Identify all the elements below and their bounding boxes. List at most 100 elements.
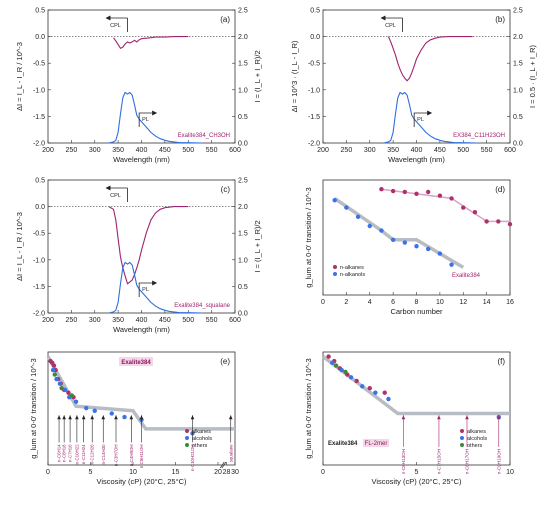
sample-label-bg xyxy=(119,357,153,366)
data-point xyxy=(343,369,348,375)
x-tick-label: 450 xyxy=(434,147,446,154)
panel-label: (c) xyxy=(221,185,231,194)
data-point xyxy=(461,205,466,210)
data-point xyxy=(367,385,372,391)
legend-marker xyxy=(185,436,189,440)
y2-tick-label: 2.5 xyxy=(513,8,523,15)
x-tick-label: 0 xyxy=(321,299,325,306)
x-tick-label: 500 xyxy=(182,147,194,154)
y-tick-label: -1.0 xyxy=(33,87,45,94)
y-tick-label: 0.0 xyxy=(310,34,320,41)
annotation-arrowhead xyxy=(62,415,66,420)
y2-tick-label: 1.0 xyxy=(513,87,523,94)
pl-arrow xyxy=(138,282,154,297)
y-tick-label: 0.5 xyxy=(35,8,45,15)
x-axis-label: Viscosity (cP) (20°C, 25°C) xyxy=(371,477,462,486)
sample-label: Exalite384 xyxy=(328,441,358,447)
x-tick-label: 20 xyxy=(214,469,222,476)
annotation-arrowhead xyxy=(190,415,195,420)
x-tick-label: 400 xyxy=(411,147,423,154)
data-point xyxy=(507,221,513,227)
y-tick-label: -1.5 xyxy=(33,114,45,121)
y-axis-label: g_lum at 0-0' transition / 10^-3 xyxy=(304,187,313,287)
y-tick-label: -0.5 xyxy=(33,61,45,68)
data-point xyxy=(449,262,454,267)
data-point xyxy=(333,363,339,368)
y2-tick-label: 1.0 xyxy=(238,257,248,264)
y2-tick-label: 0.5 xyxy=(238,114,248,121)
x-tick-label: 10 xyxy=(436,299,444,306)
panel-label: (f) xyxy=(497,357,505,366)
data-point xyxy=(54,376,59,382)
x-tick-label: 500 xyxy=(182,317,194,324)
y-tick-label: -0.5 xyxy=(308,61,320,68)
y2-tick-label: 0.5 xyxy=(238,284,248,291)
y-tick-label: -2.0 xyxy=(308,141,320,148)
annotation-label: n-C7H16 xyxy=(68,444,73,462)
legend-label: alkanes xyxy=(192,429,211,435)
pl-spectrum-line xyxy=(108,91,203,144)
annotation-arrowhead xyxy=(75,415,79,420)
sample-label2-bg xyxy=(363,439,389,447)
y2-tick-label: 2.5 xyxy=(238,8,248,15)
data-point xyxy=(50,367,56,373)
y-tick-label: -0.5 xyxy=(33,231,45,238)
data-point xyxy=(437,193,443,198)
x-tick-label: 400 xyxy=(136,317,148,324)
x-axis-label: Carbon number xyxy=(390,307,443,316)
panel-a: 200 250 300 350 400 450 500 550 600 -2.0 -1.5 -1.0 -… xyxy=(15,8,262,165)
x-tick-label: 550 xyxy=(481,147,493,154)
data-point xyxy=(390,188,396,194)
x-tick-label: 300 xyxy=(89,147,101,154)
x-tick-label: 10 xyxy=(129,469,137,476)
y2-tick-label: 0.0 xyxy=(513,141,523,148)
cpl-arrowhead xyxy=(380,15,386,21)
x-tick-label: 300 xyxy=(89,317,101,324)
y-axis-label: ΔI = 10^3 · (I_L - I_R) xyxy=(290,40,299,112)
pl-spectrum-line xyxy=(383,91,478,144)
data-point xyxy=(73,399,79,404)
legend-label: alcohols xyxy=(192,436,212,442)
x-tick-label: 600 xyxy=(229,317,241,324)
panel-label: (e) xyxy=(220,357,230,366)
annotation-label: n-C11H24 xyxy=(81,444,86,464)
data-point xyxy=(344,205,349,210)
fit-line-alkanes xyxy=(381,188,510,223)
data-point xyxy=(360,384,365,389)
annotation-arrowhead xyxy=(437,415,441,420)
data-point xyxy=(472,210,478,215)
panel-label: (a) xyxy=(220,15,230,24)
x-tick-label: 300 xyxy=(364,147,376,154)
x-tick-label: 200 xyxy=(42,147,54,154)
legend-marker xyxy=(460,436,464,440)
y2-tick-label: 1.0 xyxy=(238,87,248,94)
y-axis-label: ΔI = I_L - I_R / 10^-3 xyxy=(15,42,24,111)
y2-tick-label: 2.5 xyxy=(238,178,248,185)
y-tick-label: -1.5 xyxy=(33,284,45,291)
data-point xyxy=(109,411,114,416)
data-point xyxy=(373,390,378,395)
x-axis-label: Viscosity (cP) (20°C, 25°C) xyxy=(96,477,187,486)
cpl-label: CPL xyxy=(110,23,121,29)
x-tick-label: 600 xyxy=(229,147,241,154)
annotation-label: n-C6H14 xyxy=(57,444,62,462)
y-axis-label: g_lum at 0-0' transition / 10^-3 xyxy=(29,358,38,458)
x-tick-label: 450 xyxy=(159,317,171,324)
data-point xyxy=(402,189,408,195)
sample-label: Exalite384_squalane xyxy=(174,303,230,309)
x-tick-label: 30 xyxy=(231,469,239,476)
panel-d: 0 2 4 6 8 10 12 14 16 Carbon number g_lum at 0-0' … xyxy=(304,179,514,316)
y2-tick-label: 1.5 xyxy=(238,231,248,238)
data-point xyxy=(339,367,344,373)
data-point xyxy=(390,237,396,242)
annotation-arrowhead xyxy=(139,415,144,420)
legend-marker xyxy=(460,443,464,447)
cpl-arrow xyxy=(384,17,403,32)
plot-frame xyxy=(322,9,511,144)
cpl-arrowhead xyxy=(105,185,111,191)
y2-tick-label: 0.5 xyxy=(513,114,523,121)
x-tick-label: 600 xyxy=(504,147,516,154)
legend-label: alcohols xyxy=(467,436,487,442)
data-point xyxy=(367,223,372,229)
data-point xyxy=(354,378,359,384)
